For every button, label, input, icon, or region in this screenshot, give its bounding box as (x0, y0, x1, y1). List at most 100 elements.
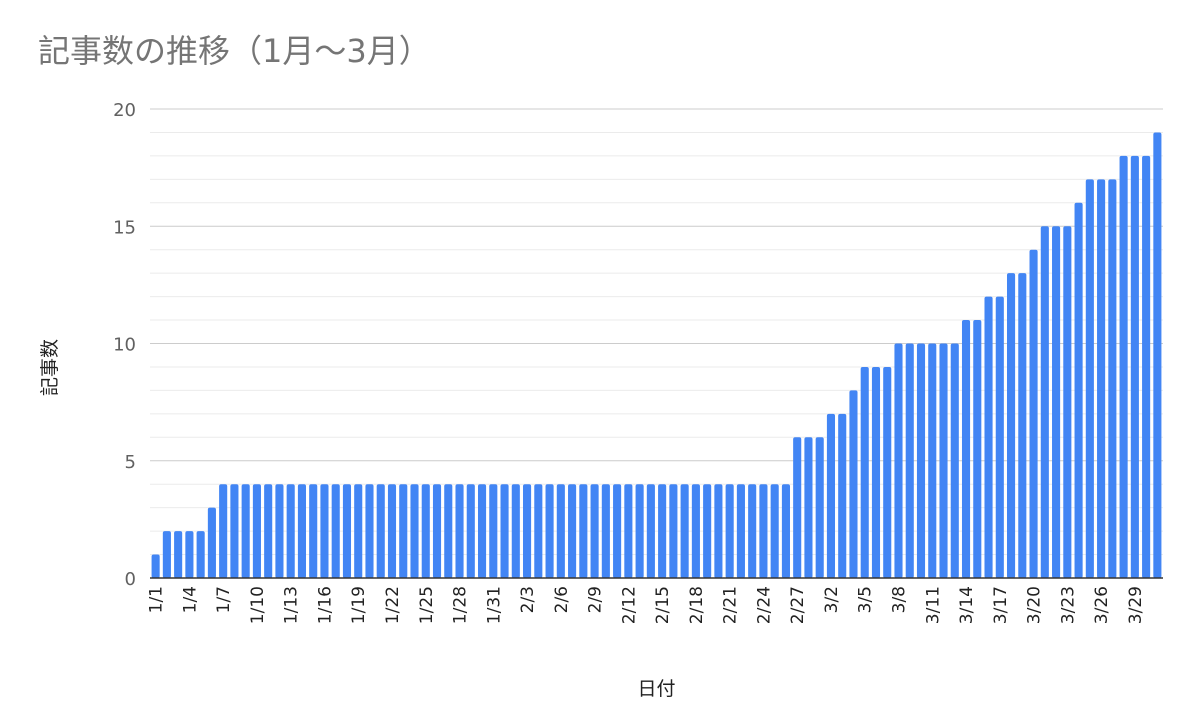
bar (421, 484, 430, 578)
bar (646, 484, 655, 578)
bar (320, 484, 329, 578)
bar (1074, 202, 1083, 579)
bar (905, 343, 914, 578)
x-tick-label: 2/27 (788, 586, 808, 624)
x-tick-label: 1/4 (180, 586, 200, 613)
bar (579, 484, 588, 578)
bar (1040, 226, 1049, 578)
bar (297, 484, 307, 578)
x-tick-label: 2/12 (619, 586, 639, 624)
bar (826, 413, 836, 578)
bar (151, 554, 160, 578)
y-tick-label: 5 (125, 452, 136, 473)
bar (1006, 273, 1016, 578)
bar (185, 531, 194, 578)
bar (455, 484, 464, 578)
bar (894, 343, 903, 578)
bar (511, 484, 520, 578)
bar (410, 484, 419, 578)
bar (1119, 155, 1128, 578)
bar (703, 484, 712, 578)
bar (973, 320, 982, 578)
x-tick-label: 1/31 (484, 586, 504, 624)
bar (748, 484, 757, 578)
bar (219, 484, 228, 578)
bar (1142, 155, 1151, 578)
x-tick-label: 1/19 (349, 586, 369, 624)
x-tick-label: 2/15 (653, 586, 673, 624)
bar (1153, 132, 1162, 578)
bar (432, 484, 442, 578)
x-tick-label: 3/14 (957, 586, 977, 624)
bar (725, 484, 734, 578)
bar (162, 531, 171, 578)
bar (342, 484, 352, 578)
bar (1052, 226, 1061, 578)
bar (1108, 179, 1117, 578)
bar (680, 484, 689, 578)
bar (1097, 179, 1106, 578)
bar (1130, 155, 1139, 578)
x-tick-label: 3/17 (991, 586, 1011, 624)
x-tick-label: 3/20 (1025, 586, 1045, 624)
bar (523, 484, 532, 578)
bar (534, 484, 543, 578)
bar (1029, 249, 1038, 578)
bar (556, 484, 565, 578)
bar (309, 484, 318, 578)
bar (815, 437, 824, 578)
bar (736, 484, 745, 578)
x-tick-label: 3/2 (822, 586, 842, 613)
bar (545, 484, 554, 578)
y-axis-title: 記事数 (39, 339, 61, 396)
bar (174, 531, 183, 578)
gridlines (150, 108, 1163, 579)
bar (241, 484, 250, 578)
bar (207, 507, 216, 578)
x-tick-label: 2/21 (721, 586, 741, 624)
bar (196, 531, 205, 578)
bar (939, 343, 948, 578)
bar (286, 484, 295, 578)
y-tick-label: 20 (113, 100, 136, 121)
bar (871, 366, 881, 578)
bar (601, 484, 610, 578)
x-tick-label: 2/6 (552, 586, 572, 613)
y-tick-label: 0 (125, 569, 136, 590)
bar (860, 366, 869, 578)
bar (590, 484, 599, 578)
bar (1085, 179, 1094, 578)
x-tick-label: 3/8 (889, 586, 909, 613)
bar (1018, 273, 1027, 578)
x-tick-label: 1/13 (282, 586, 302, 624)
bar (635, 484, 644, 578)
x-tick-label: 1/25 (417, 586, 437, 624)
bar (252, 484, 261, 578)
bar (354, 484, 363, 578)
x-tick-label: 3/23 (1058, 586, 1078, 624)
bar (365, 484, 374, 578)
bar (230, 484, 239, 578)
x-tick-label: 1/22 (383, 586, 403, 624)
bar (838, 413, 847, 578)
bar (376, 484, 385, 578)
x-tick-label: 3/5 (856, 586, 876, 613)
bar (961, 320, 971, 578)
bar (793, 437, 802, 578)
bar (849, 390, 858, 578)
x-tick-label: 2/18 (687, 586, 707, 624)
x-tick-label: 1/7 (214, 586, 234, 613)
bar (928, 343, 937, 578)
bar (613, 484, 622, 578)
bar (331, 484, 340, 578)
bar (781, 484, 790, 578)
y-axis-ticks: 0 5 10 15 20 (113, 100, 136, 590)
x-tick-label: 3/11 (923, 586, 943, 624)
bar (770, 484, 779, 578)
bar (759, 484, 768, 578)
x-tick-label: 1/16 (315, 586, 335, 624)
bar (691, 484, 700, 578)
x-tick-label: 1/1 (147, 586, 167, 613)
bar (995, 296, 1004, 578)
bar (804, 437, 813, 578)
